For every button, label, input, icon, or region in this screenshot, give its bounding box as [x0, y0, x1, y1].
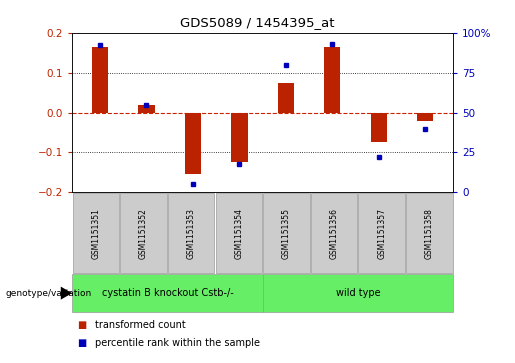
Text: genotype/variation: genotype/variation — [5, 289, 91, 298]
Text: GSM1151352: GSM1151352 — [139, 208, 148, 259]
Text: transformed count: transformed count — [95, 320, 186, 330]
Bar — [278, 83, 294, 113]
Text: percentile rank within the sample: percentile rank within the sample — [95, 338, 260, 348]
Text: ■: ■ — [77, 320, 87, 330]
Text: cystatin B knockout Cstb-/-: cystatin B knockout Cstb-/- — [101, 288, 233, 298]
Bar — [185, 113, 201, 175]
Text: GSM1151353: GSM1151353 — [187, 208, 196, 259]
Text: GSM1151354: GSM1151354 — [234, 208, 243, 259]
Polygon shape — [61, 287, 72, 300]
Bar — [324, 47, 340, 113]
Bar — [92, 47, 108, 113]
Text: ■: ■ — [77, 338, 87, 348]
Text: GSM1151355: GSM1151355 — [282, 208, 291, 259]
Bar — [371, 113, 387, 143]
Text: wild type: wild type — [336, 288, 380, 298]
Bar — [231, 113, 248, 163]
Bar — [139, 105, 154, 113]
Text: GSM1151356: GSM1151356 — [330, 208, 338, 259]
Text: GSM1151358: GSM1151358 — [425, 208, 434, 259]
Text: GSM1151357: GSM1151357 — [377, 208, 386, 259]
Text: GDS5089 / 1454395_at: GDS5089 / 1454395_at — [180, 16, 335, 29]
Bar — [417, 113, 434, 121]
Text: GSM1151351: GSM1151351 — [92, 208, 100, 259]
